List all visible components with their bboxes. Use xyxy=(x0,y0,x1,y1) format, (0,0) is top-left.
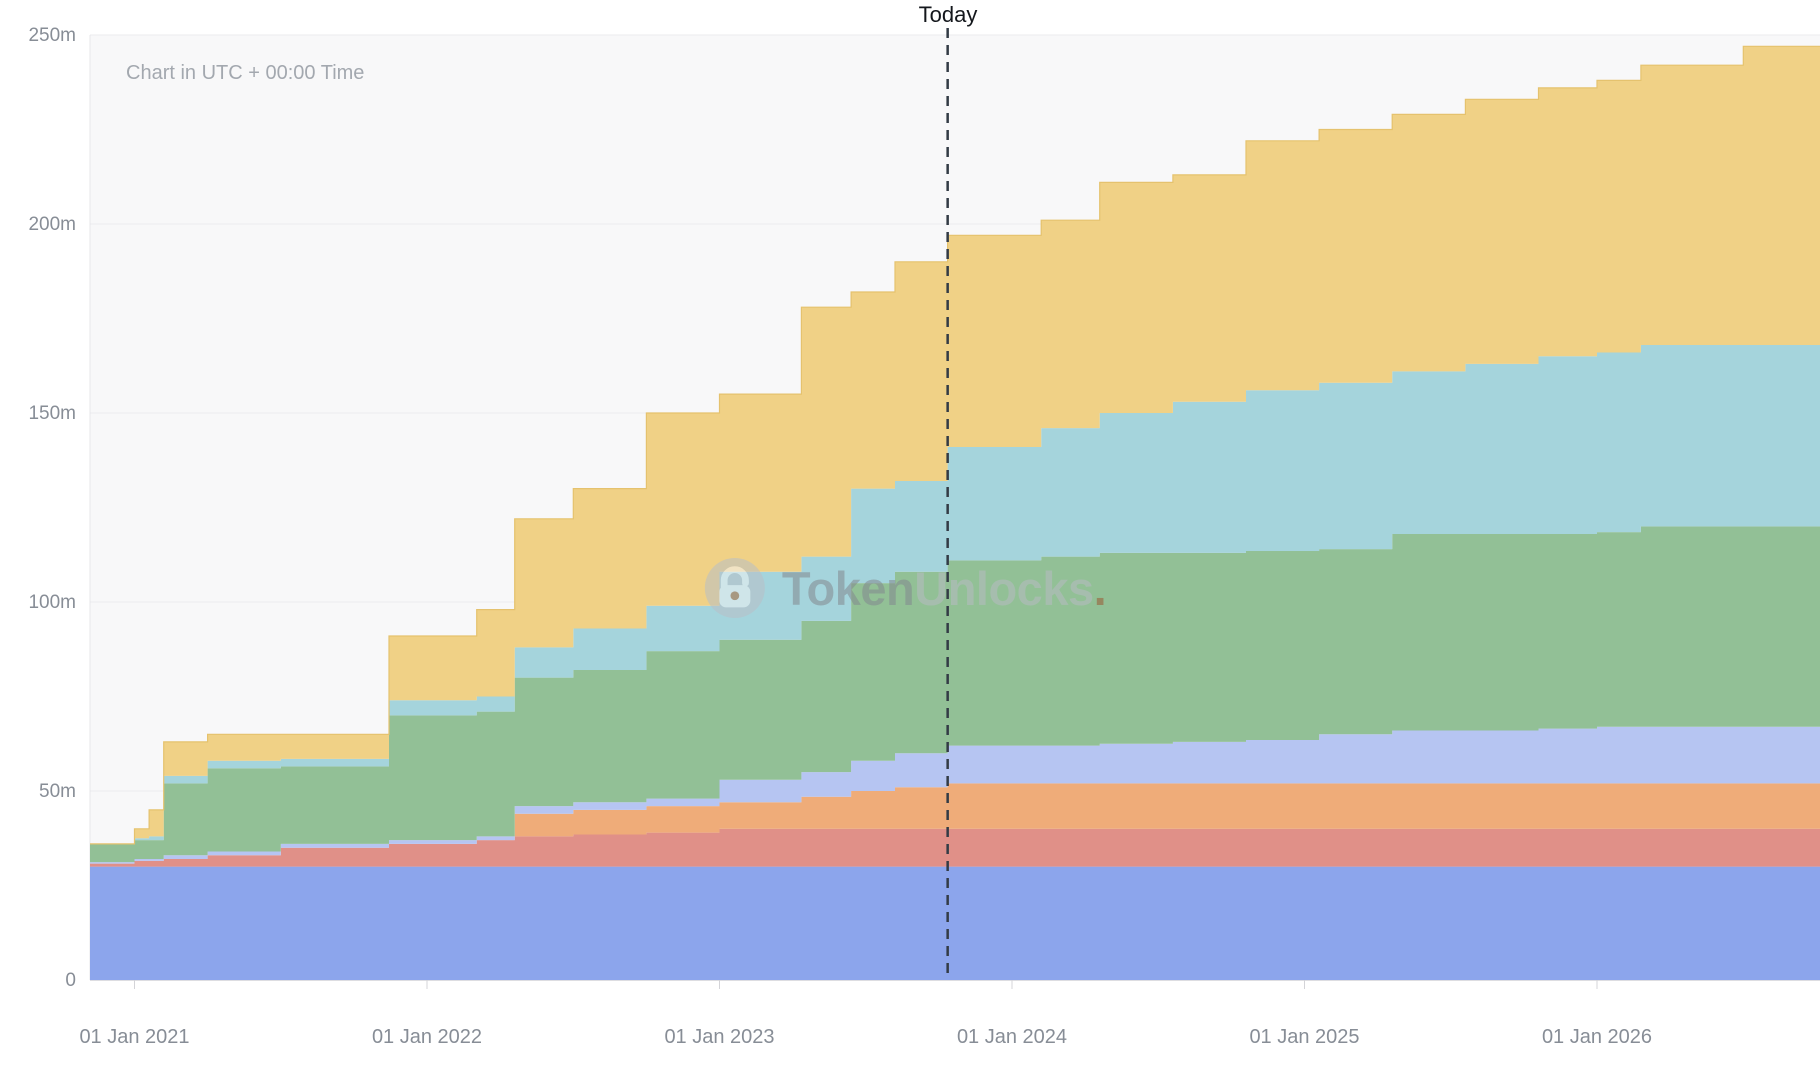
x-tick-label: 01 Jan 2021 xyxy=(79,1026,189,1048)
y-tick-label: 150m xyxy=(28,403,76,424)
x-tick-label: 01 Jan 2025 xyxy=(1249,1026,1359,1048)
x-tick-label: 01 Jan 2022 xyxy=(372,1026,482,1048)
area-allocation-green xyxy=(90,526,1820,863)
top-edge xyxy=(90,45,1820,845)
y-tick-label: 250m xyxy=(28,25,76,46)
area-allocation-periwinkle xyxy=(90,726,1820,864)
y-tick-label: 200m xyxy=(28,214,76,235)
y-tick-label: 0 xyxy=(65,970,76,991)
x-tick-label: 01 Jan 2026 xyxy=(1542,1026,1652,1048)
area-allocation-yellow xyxy=(90,46,1820,844)
area-allocation-cyan xyxy=(90,345,1820,844)
x-tick-label: 01 Jan 2024 xyxy=(957,1026,1067,1048)
x-tick-label: 01 Jan 2023 xyxy=(664,1026,774,1048)
area-allocation-salmon xyxy=(90,828,1820,867)
area-allocation-blue xyxy=(90,866,1820,980)
utc-timezone-note: Chart in UTC + 00:00 Time xyxy=(126,62,365,84)
area-allocation-orange xyxy=(90,783,1820,864)
y-tick-label: 50m xyxy=(39,781,76,802)
today-label: Today xyxy=(918,2,978,27)
y-tick-label: 100m xyxy=(28,592,76,613)
